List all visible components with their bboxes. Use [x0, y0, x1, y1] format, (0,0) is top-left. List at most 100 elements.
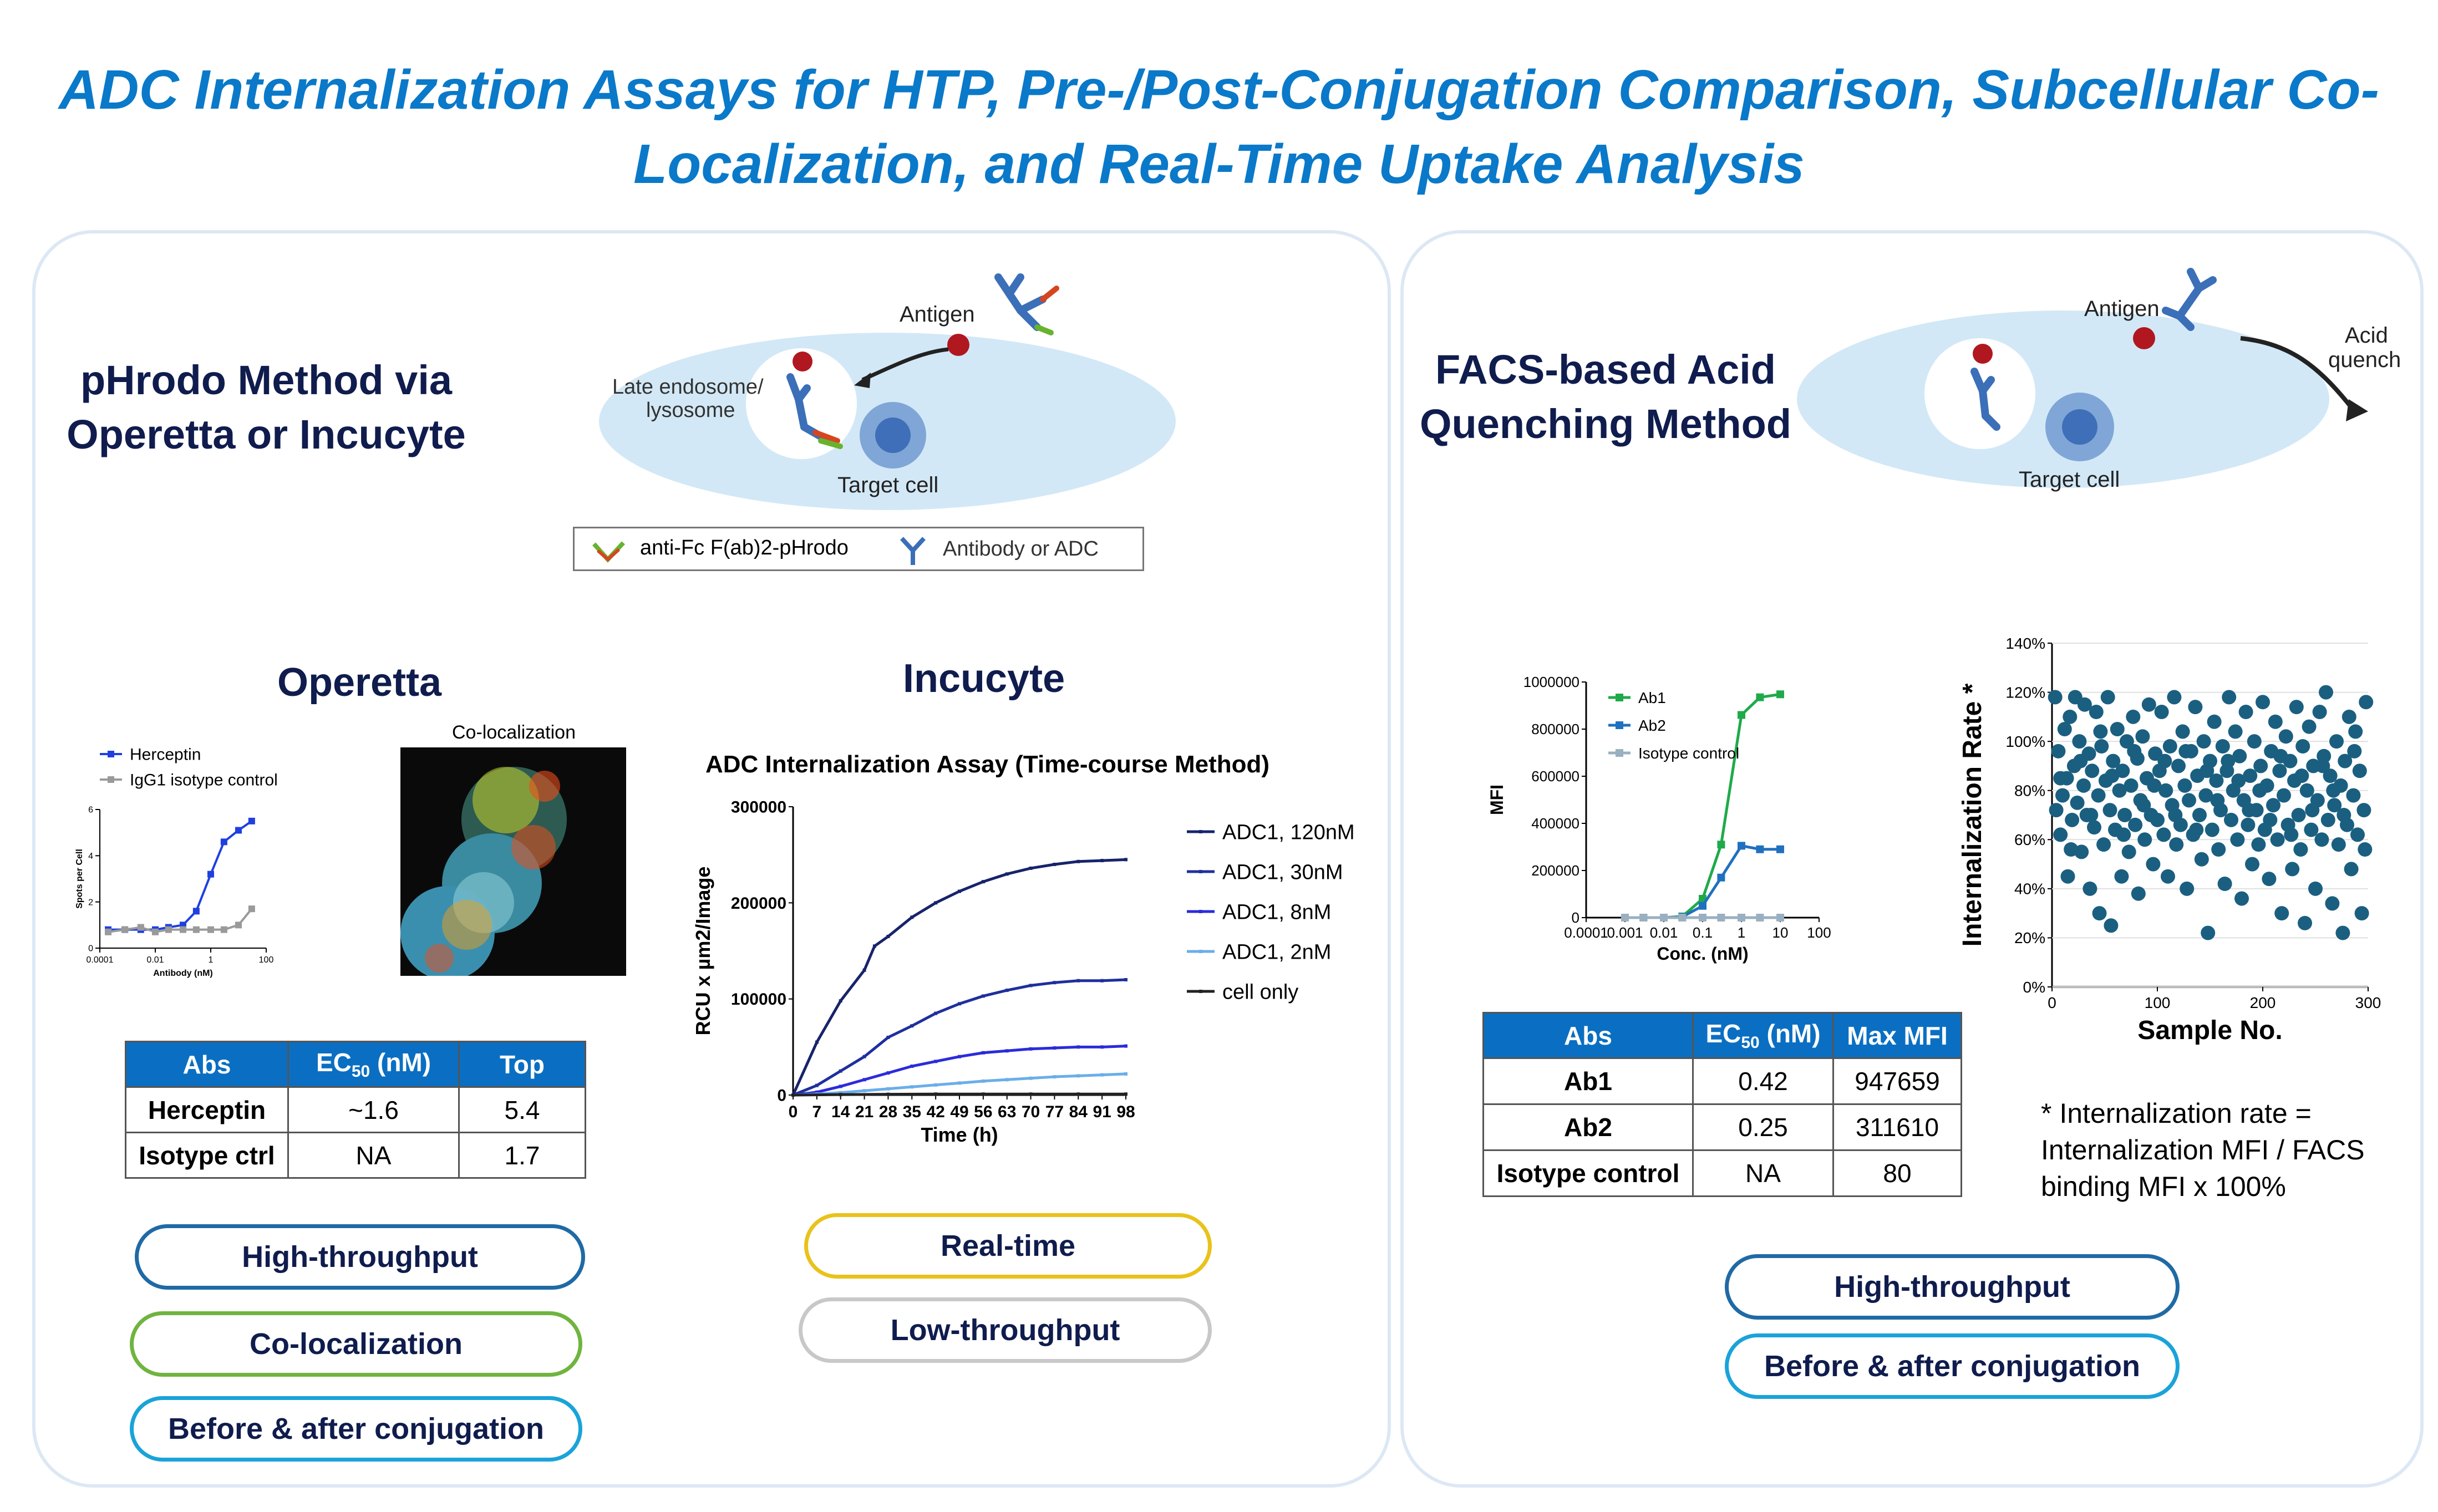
- data-point: [2147, 778, 2162, 793]
- legend-reagent-label: anti-Fc F(ab)2-pHrodo: [640, 536, 849, 559]
- data-point: [2063, 709, 2078, 724]
- facs-method-title-line2: Quenching Method: [1419, 401, 1792, 447]
- series-line: [791, 858, 1126, 1096]
- y-tick-label: 800000: [1531, 721, 1579, 737]
- operetta-table: Abs EC50 (nM) Top Herceptin ~1.6 5.4 Iso…: [125, 1041, 586, 1179]
- data-point: [2076, 778, 2091, 793]
- data-point: [1053, 863, 1057, 866]
- y-tick-label: 300000: [731, 798, 786, 817]
- data-point: [2234, 891, 2249, 906]
- y-tick-label: 100%: [2005, 733, 2045, 750]
- data-point: [2247, 734, 2262, 749]
- data-point: [2242, 803, 2257, 818]
- data-point: [1029, 984, 1033, 987]
- series-line: [108, 820, 253, 931]
- data-point: [2177, 778, 2192, 793]
- data-point: [248, 817, 255, 824]
- data-point: [2230, 832, 2245, 847]
- data-point: [2085, 763, 2100, 778]
- data-point: [2106, 754, 2121, 768]
- y-tick-label: 20%: [2014, 929, 2045, 946]
- legend-label: IgG1 isotype control: [130, 771, 278, 790]
- x-tick-label: 21: [855, 1103, 873, 1121]
- phrodo-method-title-line2: Operetta or Incucyte: [67, 411, 466, 457]
- phrodo-reagent-icon: [592, 541, 625, 563]
- data-point: [2189, 822, 2204, 837]
- y-axis-label: MFI: [1487, 785, 1507, 815]
- data-point: [1100, 859, 1104, 863]
- x-tick-label: 49: [950, 1103, 968, 1121]
- data-point: [2146, 857, 2161, 872]
- legend-label: cell only: [1222, 980, 1298, 1004]
- phrodo-schematic: Antigen Late endosome/ lysosome Target c…: [599, 273, 1176, 510]
- data-point: [1053, 1046, 1057, 1050]
- data-point: [2312, 705, 2327, 719]
- data-point: [1621, 914, 1629, 922]
- data-point: [2117, 808, 2132, 822]
- cell-nucleus-core: [875, 418, 911, 453]
- facs-table: Abs EC50 (nM) Max MFI Ab1 0.42 947659 Ab…: [1482, 1012, 1962, 1197]
- data-point: [2251, 837, 2266, 852]
- data-point: [235, 922, 242, 929]
- data-point: [192, 908, 200, 915]
- data-point: [815, 1040, 819, 1044]
- data-point: [2100, 690, 2115, 705]
- data-point: [839, 1069, 842, 1073]
- legend-marker: [108, 751, 114, 757]
- data-point: [1076, 859, 1080, 863]
- table-header-ec-sub: 50: [1741, 1034, 1760, 1052]
- antigen-dot-icon: [2133, 327, 2155, 349]
- table-header-abs: Abs: [125, 1041, 289, 1088]
- table-header-ec50: EC50 (nM): [287, 1041, 460, 1088]
- x-tick-label: 35: [903, 1103, 921, 1121]
- data-point: [1717, 914, 1725, 922]
- data-point: [2350, 827, 2365, 842]
- y-tick-label: 2: [88, 898, 93, 907]
- pill-high-throughput: High-throughput: [1725, 1254, 2180, 1320]
- data-point: [2231, 773, 2246, 788]
- data-point: [1100, 979, 1104, 982]
- legend-label: Herceptin: [130, 746, 201, 764]
- arrow-icon: [861, 347, 949, 382]
- table-header-ec-sub: 50: [351, 1062, 370, 1081]
- data-point: [105, 928, 112, 935]
- data-point: [1124, 1092, 1127, 1096]
- data-point: [1076, 1092, 1080, 1096]
- schematic-antigen-label: Antigen: [2084, 297, 2160, 321]
- data-point: [1660, 914, 1668, 922]
- data-point: [2299, 783, 2314, 798]
- data-point: [958, 889, 961, 893]
- data-point: [2104, 918, 2119, 933]
- data-point: [1124, 1044, 1127, 1048]
- data-point: [2209, 773, 2224, 788]
- data-point: [220, 926, 227, 933]
- y-tick-label: 0: [1572, 909, 1579, 926]
- data-point: [2087, 820, 2101, 835]
- y-tick-label: 40%: [2014, 880, 2045, 898]
- data-point: [872, 944, 876, 948]
- x-tick-label: 28: [879, 1103, 897, 1121]
- data-point: [2073, 754, 2088, 768]
- data-point: [1699, 902, 1706, 910]
- data-point: [2291, 808, 2306, 822]
- table-cell: ~1.6: [287, 1086, 460, 1133]
- legend-marker: [1199, 910, 1202, 913]
- data-point: [886, 1071, 890, 1075]
- data-point: [165, 926, 172, 933]
- data-point: [1029, 1047, 1033, 1051]
- table-header-ec50: EC50 (nM): [1692, 1012, 1834, 1059]
- data-point: [958, 1055, 961, 1058]
- data-point: [1756, 845, 1764, 853]
- data-point: [2273, 749, 2288, 763]
- data-point: [2305, 803, 2320, 818]
- data-point: [934, 901, 938, 905]
- data-point: [1005, 1049, 1009, 1053]
- data-point: [2268, 714, 2283, 729]
- table-row: Isotype ctrl NA 1.7: [125, 1132, 586, 1179]
- data-point: [1029, 866, 1033, 870]
- data-point: [791, 1093, 795, 1097]
- data-point: [2121, 844, 2136, 859]
- data-point: [2178, 744, 2193, 758]
- x-tick-label: 300: [2355, 994, 2381, 1011]
- data-point: [2222, 690, 2237, 705]
